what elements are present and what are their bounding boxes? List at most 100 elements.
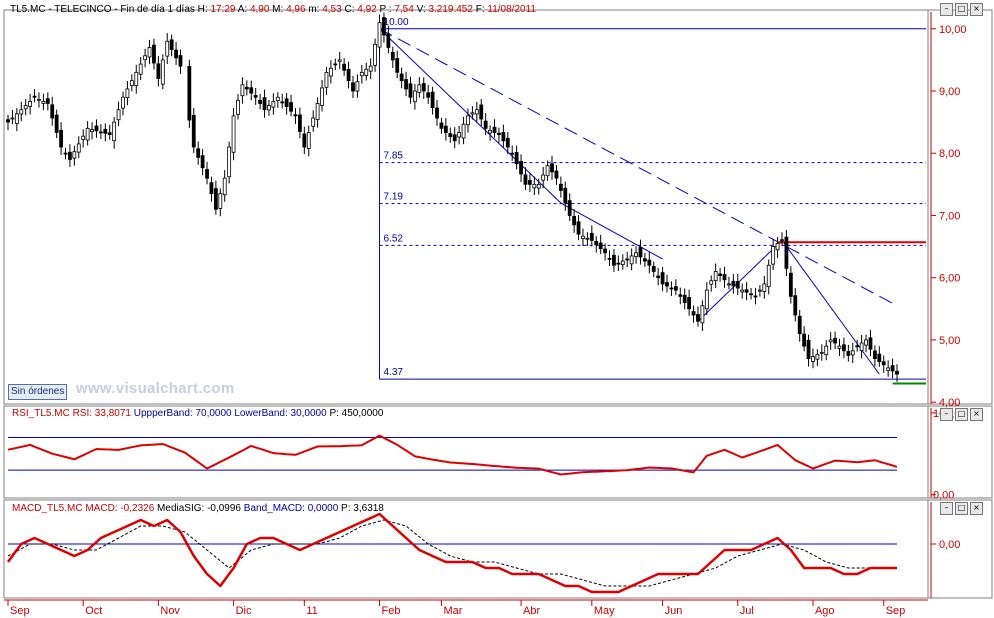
stat-label: H:: [195, 4, 211, 15]
candle-body: [395, 58, 400, 73]
candle-body: [45, 98, 50, 104]
macd-price-axis: [927, 499, 993, 599]
macd-header-part: MediaSIG: -0,0996: [154, 503, 241, 514]
candle-body: [320, 87, 324, 106]
candle-body: [311, 117, 316, 127]
close-button[interactable]: ×: [970, 502, 983, 515]
candle-body: [700, 305, 705, 324]
candle-body: [572, 216, 577, 226]
candle-body: [749, 293, 753, 296]
price-tick-label: 7,00: [939, 210, 960, 222]
candle-body: [541, 174, 546, 181]
month-label: Oct: [85, 605, 102, 617]
candle-body: [651, 266, 656, 272]
candle-body: [37, 98, 41, 101]
minimize-button[interactable]: –: [940, 408, 953, 421]
candle-body: [333, 63, 338, 66]
fib-level-label: 4.37: [384, 367, 404, 378]
candle-body: [368, 65, 373, 72]
candle-body: [771, 246, 776, 265]
macd-header-part: MACD_TL5.MC: [12, 503, 83, 514]
trendline-dashed: [379, 28, 898, 307]
candle-body: [492, 126, 497, 133]
candle-body: [753, 295, 758, 298]
candle-body: [612, 254, 616, 266]
candle-body: [390, 51, 395, 61]
minimize-button[interactable]: –: [940, 3, 953, 16]
candle-body: [262, 97, 267, 111]
candle-body: [14, 113, 19, 124]
macd-signal-line: [7, 519, 897, 587]
candle-body: [558, 183, 563, 191]
candle-body: [129, 80, 134, 86]
month-label: May: [594, 605, 615, 617]
candle-body: [191, 114, 196, 148]
main-panel-window-controls: – □ ×: [940, 3, 983, 16]
maximize-button[interactable]: □: [955, 502, 968, 515]
candle-body: [222, 177, 227, 196]
close-button[interactable]: ×: [970, 408, 983, 421]
candle-body: [514, 152, 519, 165]
candle-body: [196, 148, 201, 158]
price-tick-label: 6,00: [939, 273, 960, 285]
candle-body: [718, 273, 722, 277]
candle-body: [634, 252, 638, 257]
candle-body: [143, 55, 148, 61]
maximize-button[interactable]: □: [955, 3, 968, 16]
candle-body: [107, 132, 112, 135]
candle-body: [665, 282, 669, 287]
candle-body: [205, 169, 209, 179]
candle-body: [872, 350, 877, 359]
candle-body: [41, 100, 46, 104]
candle-body: [488, 130, 492, 134]
candle-body: [638, 247, 643, 258]
main-price-axis: [927, 9, 993, 405]
candle-body: [859, 342, 864, 351]
month-label: Abr: [523, 605, 540, 617]
candle-body: [160, 59, 165, 85]
candle-body: [355, 81, 360, 92]
trendline-segment: [781, 240, 880, 375]
stat-value: 4,92: [357, 4, 377, 15]
rsi-header-part: P: 450,0000: [327, 408, 384, 419]
stat-label: V:: [414, 4, 429, 15]
candle-body: [607, 257, 612, 260]
rsi-line: [7, 434, 898, 476]
candle-body: [802, 333, 807, 347]
candle-body: [452, 134, 457, 142]
candle-body: [240, 84, 245, 97]
rsi-panel-window-controls: – □ ×: [940, 408, 983, 421]
stat-value: 7,54: [394, 4, 414, 15]
candle-body: [399, 73, 404, 82]
rsi-header-part: RSI: 33,8071: [70, 408, 132, 419]
fib-level-label: 7.19: [384, 192, 404, 203]
candle-body: [678, 294, 683, 297]
candle-body: [302, 133, 307, 148]
rsi-plot-area: [3, 405, 929, 499]
minimize-button[interactable]: –: [940, 502, 953, 515]
month-label: Ago: [815, 605, 835, 617]
macd-header-part: MACD: -0,2326: [83, 503, 155, 514]
maximize-button[interactable]: □: [955, 408, 968, 421]
candle-body: [797, 315, 802, 335]
candle-body: [315, 103, 320, 120]
candle-body: [682, 294, 687, 303]
candle-body: [267, 105, 271, 111]
candle-body: [740, 289, 745, 293]
candle-body: [895, 370, 899, 375]
candle-body: [461, 123, 466, 139]
candle-body: [98, 131, 103, 134]
close-button[interactable]: ×: [970, 3, 983, 16]
candle-body: [523, 174, 528, 185]
candle-body: [54, 114, 59, 133]
candle-body: [439, 122, 444, 129]
candle-body: [735, 281, 740, 289]
candle-body: [616, 262, 621, 265]
stat-value: 4,53: [322, 4, 342, 15]
stat-value: 17:29: [210, 4, 235, 15]
candle-body: [112, 121, 117, 142]
candle-body: [94, 125, 99, 132]
orders-button[interactable]: Sin órdenes: [8, 384, 68, 400]
candle-body: [483, 120, 488, 129]
candle-body: [669, 287, 674, 290]
